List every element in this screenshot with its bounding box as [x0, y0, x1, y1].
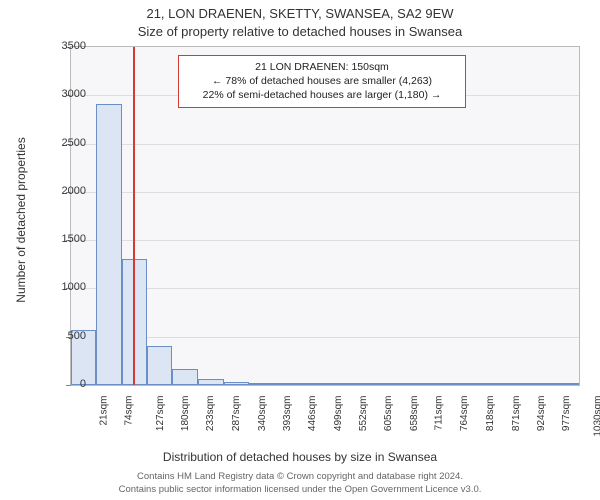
xtick-label: 552sqm	[358, 396, 369, 432]
marker-line	[133, 47, 135, 385]
ytick-label: 2500	[36, 137, 86, 149]
ytick-label: 1000	[36, 281, 86, 293]
y-axis-label: Number of detached properties	[14, 50, 28, 390]
histogram-bar	[96, 104, 121, 385]
gridline	[71, 144, 579, 145]
xtick-label: 658sqm	[409, 396, 420, 432]
xtick-label: 1030sqm	[592, 396, 600, 437]
xtick-label: 340sqm	[257, 396, 268, 432]
xtick-label: 21sqm	[99, 396, 110, 426]
ytick-label: 500	[36, 330, 86, 342]
footer-line-1: Contains HM Land Registry data © Crown c…	[0, 471, 600, 483]
plot-area: 21 LON DRAENEN: 150sqm← 78% of detached …	[70, 46, 580, 386]
footer-line-2: Contains public sector information licen…	[0, 484, 600, 496]
title-sub: Size of property relative to detached ho…	[0, 24, 600, 39]
histogram-bar	[350, 383, 375, 385]
histogram-bar	[478, 383, 503, 385]
gridline	[71, 240, 579, 241]
gridline	[71, 337, 579, 338]
histogram-bar	[147, 346, 172, 385]
ytick-label: 1500	[36, 233, 86, 245]
histogram-bar	[198, 379, 223, 385]
ytick-label: 2000	[36, 185, 86, 197]
histogram-bar	[249, 383, 274, 385]
xtick-label: 871sqm	[511, 396, 522, 432]
ytick-label: 3500	[36, 40, 86, 52]
histogram-bar	[528, 383, 553, 385]
histogram-bar	[274, 383, 299, 385]
xtick-label: 605sqm	[383, 396, 394, 432]
xtick-label: 233sqm	[205, 396, 216, 432]
histogram-bar	[376, 383, 401, 385]
xtick-label: 74sqm	[124, 396, 135, 426]
histogram-bar	[172, 369, 198, 385]
xtick-label: 393sqm	[282, 396, 293, 432]
xtick-label: 127sqm	[155, 396, 166, 432]
annotation-line: 21 LON DRAENEN: 150sqm	[187, 60, 457, 74]
xtick-label: 977sqm	[561, 396, 572, 432]
footer-credits: Contains HM Land Registry data © Crown c…	[0, 471, 600, 496]
histogram-bar	[224, 382, 249, 385]
histogram-bar	[401, 383, 426, 385]
chart-container: 21, LON DRAENEN, SKETTY, SWANSEA, SA2 9E…	[0, 0, 600, 500]
xtick-label: 180sqm	[180, 396, 191, 432]
annotation-line: ← 78% of detached houses are smaller (4,…	[187, 74, 457, 88]
histogram-bar	[300, 383, 325, 385]
ytick-label: 0	[36, 378, 86, 390]
xtick-label: 287sqm	[231, 396, 242, 432]
xtick-label: 499sqm	[333, 396, 344, 432]
xtick-label: 764sqm	[459, 396, 470, 432]
histogram-bar	[503, 383, 528, 385]
histogram-bar	[426, 383, 452, 385]
gridline	[71, 288, 579, 289]
title-main: 21, LON DRAENEN, SKETTY, SWANSEA, SA2 9E…	[0, 6, 600, 21]
histogram-bar	[452, 383, 477, 385]
annotation-box: 21 LON DRAENEN: 150sqm← 78% of detached …	[178, 55, 466, 108]
xtick-label: 924sqm	[536, 396, 547, 432]
gridline	[71, 192, 579, 193]
xtick-label: 818sqm	[485, 396, 496, 432]
xtick-label: 711sqm	[433, 396, 444, 431]
histogram-bar	[325, 383, 350, 385]
x-axis-label: Distribution of detached houses by size …	[0, 450, 600, 464]
annotation-line: 22% of semi-detached houses are larger (…	[187, 88, 457, 102]
histogram-bar	[554, 383, 579, 385]
xtick-label: 446sqm	[307, 396, 318, 432]
ytick-label: 3000	[36, 88, 86, 100]
